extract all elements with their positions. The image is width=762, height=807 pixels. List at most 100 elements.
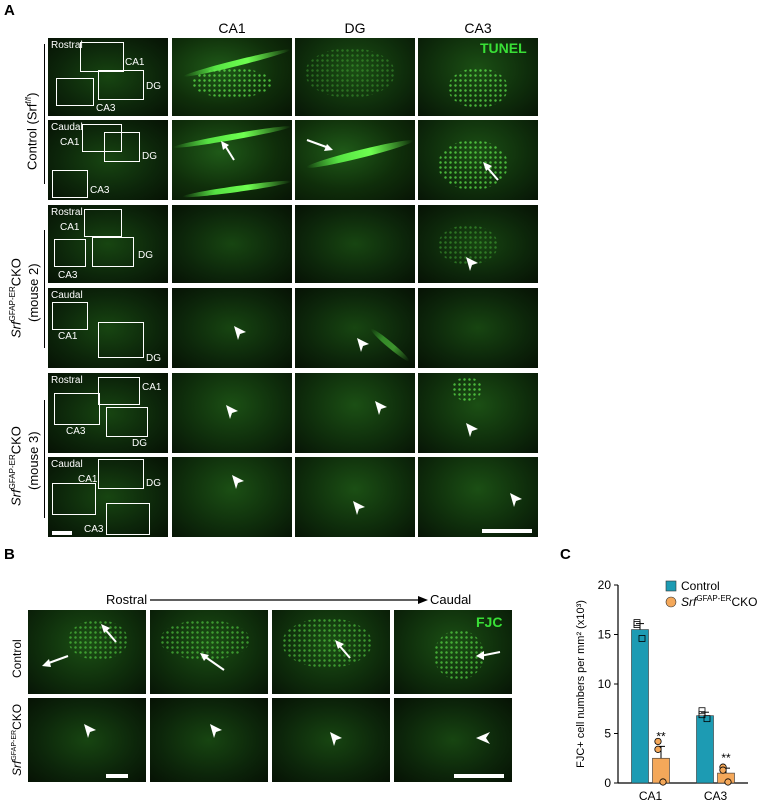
arrow-icon xyxy=(200,653,225,671)
data-point xyxy=(659,778,667,786)
arrowhead-icon xyxy=(234,326,246,340)
overview-mouse3-caudal: Caudal CA1 DG CA3 xyxy=(48,457,168,537)
arrowhead-icon xyxy=(232,475,244,489)
image-mouse3-caudal-dg xyxy=(295,457,415,537)
arrow-icon xyxy=(101,624,117,643)
data-point xyxy=(633,619,641,627)
rostral-label: Rostral xyxy=(106,592,148,607)
arrowhead-icon xyxy=(466,257,478,271)
y-tick-label: 5 xyxy=(604,727,611,741)
data-point xyxy=(703,715,711,723)
bar xyxy=(696,715,714,784)
row-label-control: Control xyxy=(10,639,24,678)
arrowhead-icon xyxy=(210,724,222,738)
arrow-icon xyxy=(476,651,501,660)
scale-bar-overview xyxy=(52,531,72,535)
group-divider-control xyxy=(44,44,45,184)
data-point xyxy=(638,635,646,642)
fjc-control-1 xyxy=(28,610,146,694)
arrow-icon xyxy=(483,162,499,181)
image-control-rostral-ca3: TUNEL xyxy=(418,38,538,116)
scale-bar-fjc-low xyxy=(106,774,128,778)
scale-bar-fjc-high xyxy=(454,774,504,778)
group-sublabel-mouse2: (mouse 2) xyxy=(26,263,41,322)
arrowhead-icon xyxy=(466,423,478,437)
group-label-mouse2: SrfGFAP-ERCKO xyxy=(8,258,24,338)
image-mouse3-caudal-ca1 xyxy=(172,457,292,537)
image-control-rostral-dg xyxy=(295,38,415,116)
y-tick-label: 15 xyxy=(598,628,612,642)
y-tick-label: 20 xyxy=(598,578,612,592)
image-control-caudal-dg xyxy=(295,120,415,200)
image-mouse2-caudal-ca1 xyxy=(172,288,292,368)
group-divider-mouse2 xyxy=(44,230,45,348)
fjc-control-2 xyxy=(150,610,268,694)
group-label-mouse3: SrfGFAP-ERCKO xyxy=(8,426,24,506)
rostral-caudal-arrow xyxy=(150,596,428,604)
image-control-caudal-ca1 xyxy=(172,120,292,200)
x-tick-label: CA3 xyxy=(704,789,728,803)
arrow-icon xyxy=(221,141,235,161)
image-mouse3-rostral-ca1 xyxy=(172,373,292,453)
overview-control-rostral: Rostral CA1 DG CA3 xyxy=(48,38,168,116)
arrowhead-icon xyxy=(84,724,96,738)
image-mouse2-caudal-dg xyxy=(295,288,415,368)
tunel-label: TUNEL xyxy=(480,40,527,56)
image-mouse2-rostral-ca1 xyxy=(172,205,292,283)
y-tick-label: 0 xyxy=(604,776,611,790)
row-label-cko: SrfGFAP-ERCKO xyxy=(10,703,24,776)
overview-mouse2-rostral: Rostral CA1 DG CA3 xyxy=(48,205,168,283)
arrowhead-icon xyxy=(353,501,365,515)
fjc-cko-4 xyxy=(394,698,512,782)
arrowhead-icon xyxy=(330,732,342,746)
arrowhead-icon xyxy=(357,338,369,352)
column-header-ca1: CA1 xyxy=(218,20,246,36)
overview-control-caudal: Caudal CA1 DG CA3 xyxy=(48,120,168,200)
legend-label: Control xyxy=(681,579,720,593)
arrowhead-icon xyxy=(476,732,490,744)
y-tick-label: 10 xyxy=(598,677,612,691)
scale-bar-zoom xyxy=(482,529,532,533)
column-header-dg: DG xyxy=(344,20,366,36)
fjc-control-4: FJC xyxy=(394,610,512,694)
column-header-ca3: CA3 xyxy=(464,20,492,36)
data-point xyxy=(724,778,732,786)
significance-marker: ** xyxy=(721,751,731,765)
bar xyxy=(631,629,649,784)
arrow-icon xyxy=(306,139,333,151)
group-label-control: Control (Srff/f) xyxy=(24,92,40,170)
image-control-rostral-ca1 xyxy=(172,38,292,116)
image-mouse2-rostral-ca3 xyxy=(418,205,538,283)
arrowhead-icon xyxy=(375,401,387,415)
data-point xyxy=(633,621,641,628)
fjc-bar-chart: 0 5 10 15 20 FJC+ cell numbers per mm² (x10³)… xyxy=(575,578,757,803)
fjc-cko-1 xyxy=(28,698,146,782)
x-tick-label: CA1 xyxy=(639,789,663,803)
panel-c-letter: C xyxy=(560,546,571,563)
legend-swatch xyxy=(665,580,677,592)
panel-a-letter: A xyxy=(4,2,15,19)
legend-swatch xyxy=(665,596,677,608)
data-point xyxy=(698,707,706,715)
caudal-label: Caudal xyxy=(430,592,472,607)
image-mouse2-rostral-dg xyxy=(295,205,415,283)
image-mouse2-caudal-ca3 xyxy=(418,288,538,368)
data-point xyxy=(654,737,662,746)
image-control-caudal-ca3 xyxy=(418,120,538,200)
fjc-label: FJC xyxy=(476,614,503,630)
arrowhead-icon xyxy=(226,405,238,419)
data-point xyxy=(719,766,727,774)
group-sublabel-mouse3: (mouse 3) xyxy=(26,431,41,490)
overview-mouse3-rostral: Rostral CA1 CA3 DG xyxy=(48,373,168,453)
data-point xyxy=(654,745,662,753)
image-mouse3-caudal-ca3 xyxy=(418,457,538,537)
legend-label: SrfGFAP-ERCKO xyxy=(681,594,757,609)
significance-marker: ** xyxy=(656,729,666,743)
fjc-cko-2 xyxy=(150,698,268,782)
group-divider-mouse3 xyxy=(44,400,45,518)
image-mouse3-rostral-ca3 xyxy=(418,373,538,453)
panel-b-letter: B xyxy=(4,546,15,563)
y-axis-label: FJC+ cell numbers per mm² (x10³) xyxy=(575,600,587,768)
data-point xyxy=(698,711,706,719)
image-mouse3-rostral-dg xyxy=(295,373,415,453)
